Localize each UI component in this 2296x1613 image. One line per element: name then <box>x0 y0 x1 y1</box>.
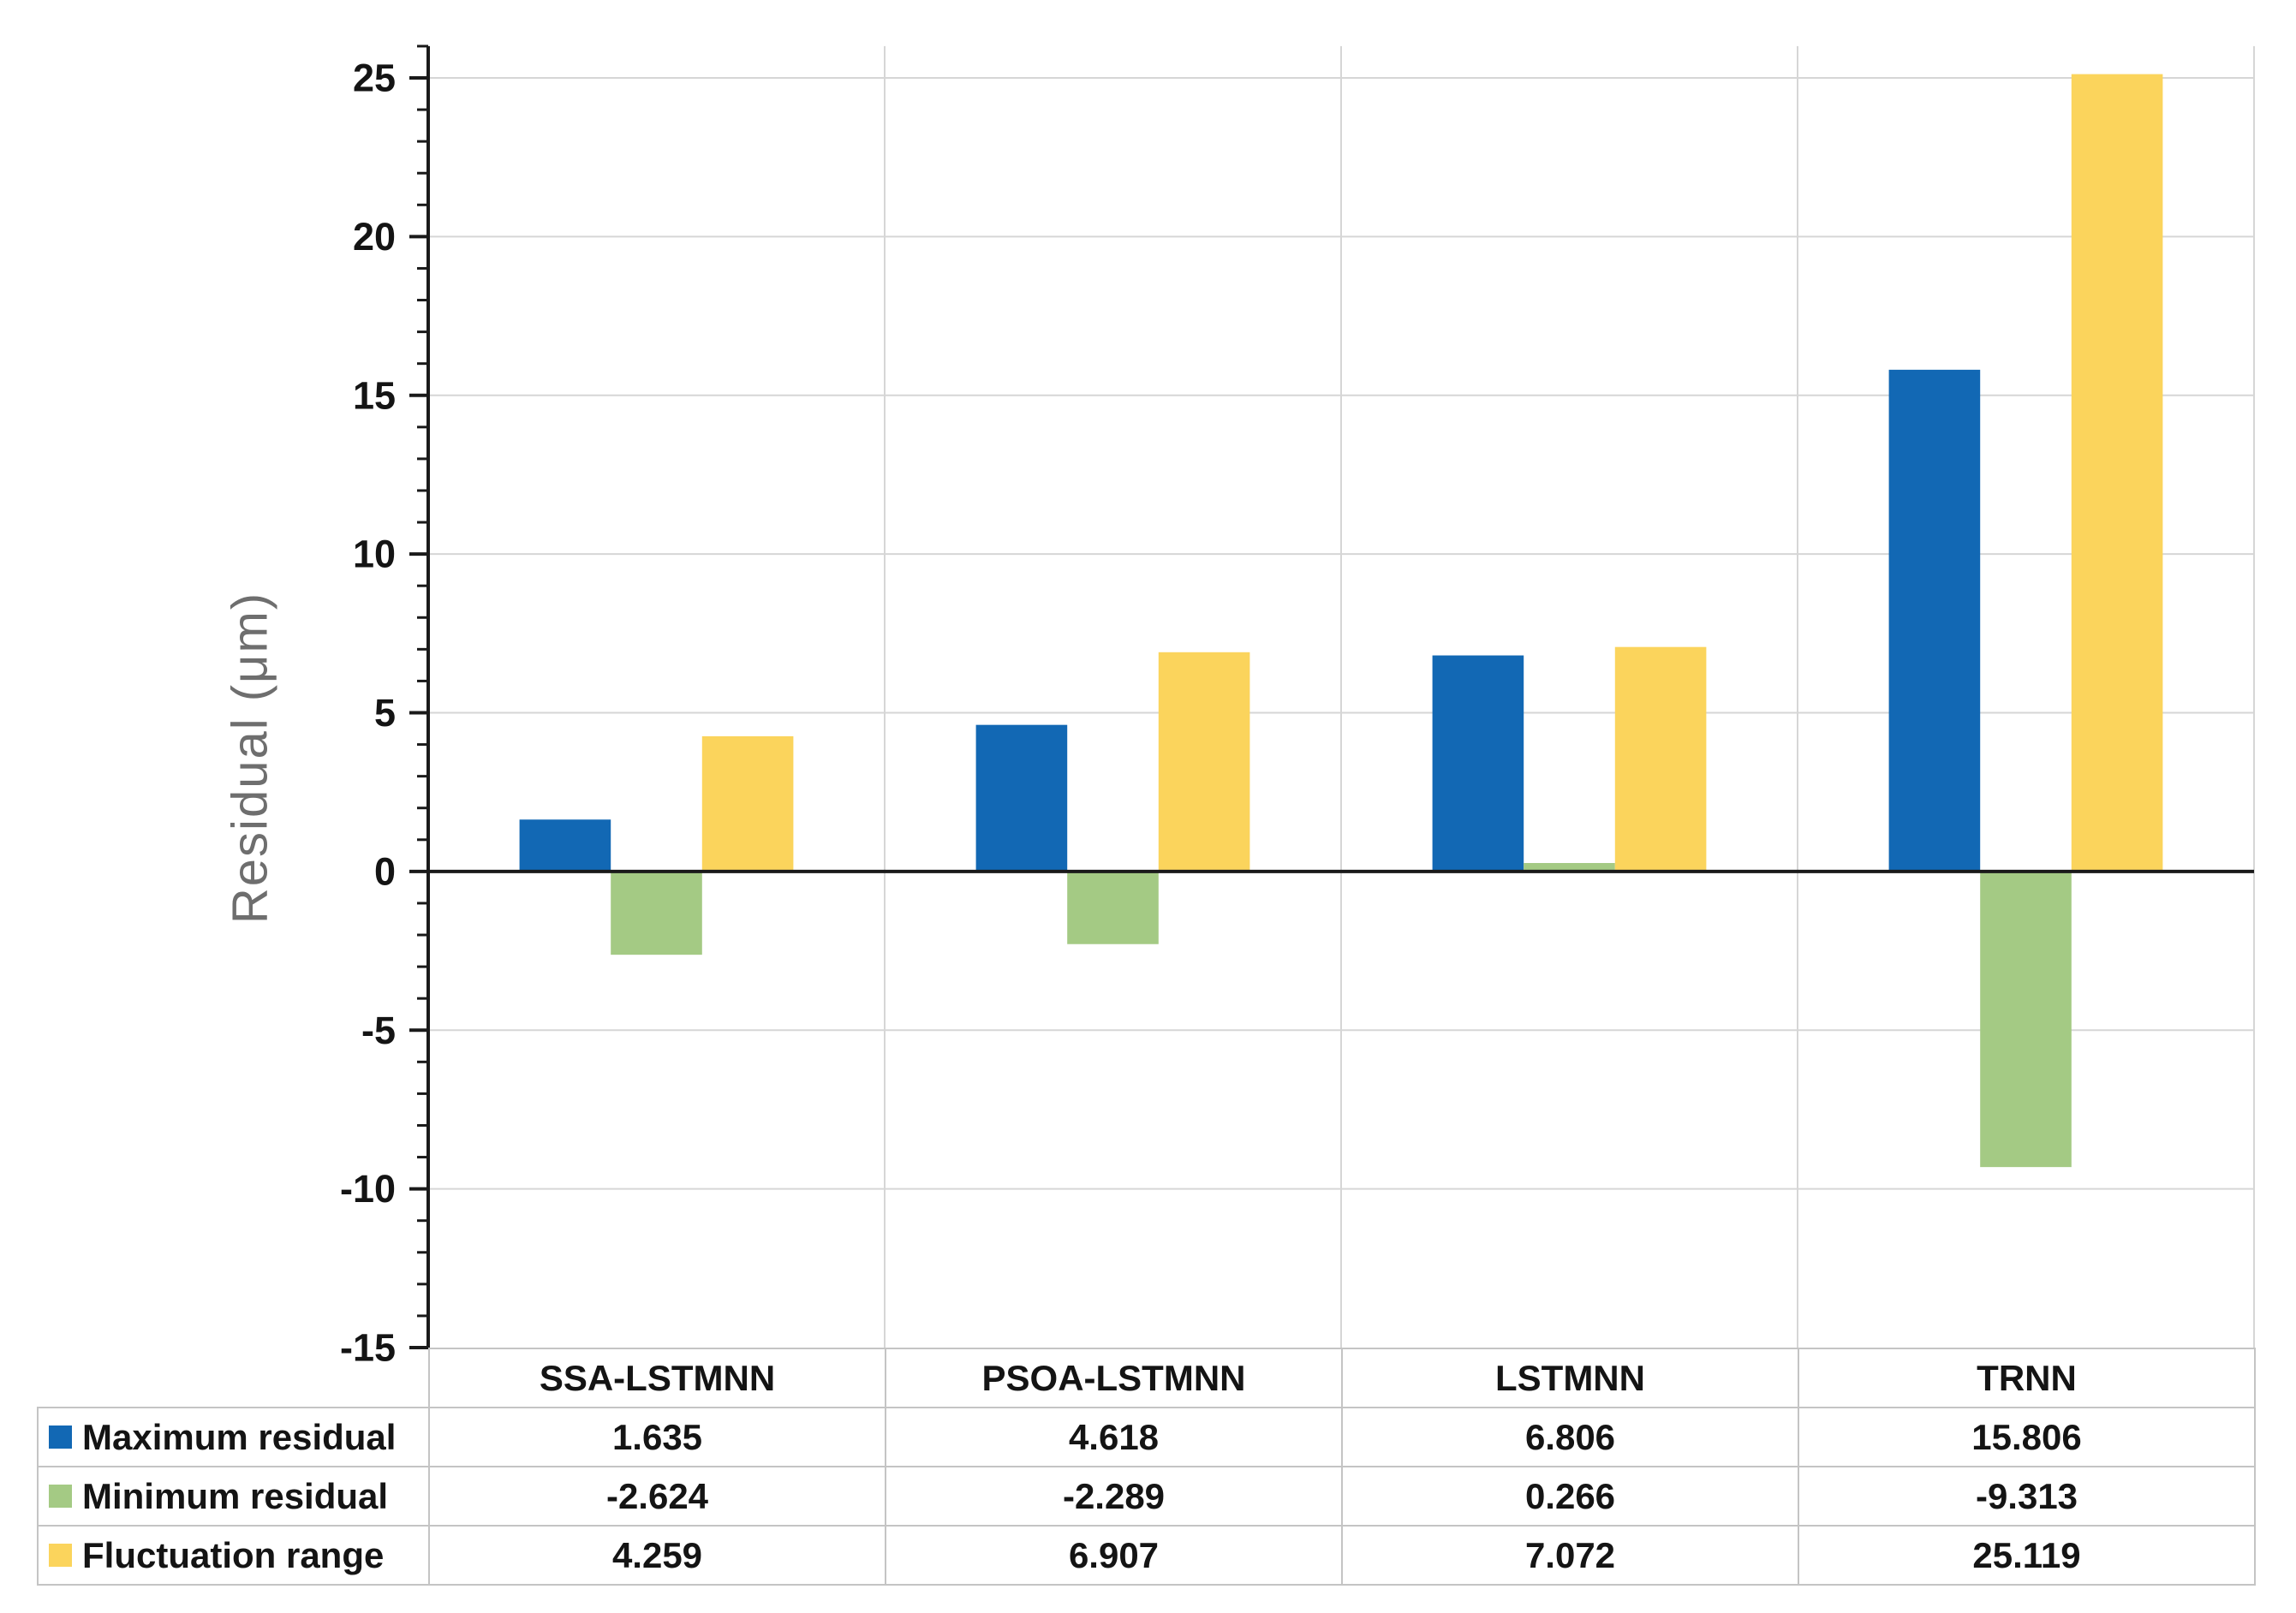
value-cell-max-lstmnn: 6.806 <box>1341 1407 1799 1467</box>
bars <box>519 74 2163 1168</box>
legend-item-fluctuation-range: Fluctuation range <box>37 1525 430 1586</box>
y-axis-title: Residual (μm) <box>222 591 278 925</box>
y-tick-label--15: -15 <box>340 1326 396 1370</box>
bar-fluctuation-range-psoa-lstmnn <box>1158 652 1250 872</box>
category-header-ssa-lstmnn: SSA-LSTMNN <box>428 1348 886 1408</box>
legend-item-minimum-residual: Minimum residual <box>37 1466 430 1527</box>
bar-minimum-residual-trnn <box>1980 871 2072 1168</box>
legend-label-maximum-residual: Maximum residual <box>82 1416 397 1457</box>
legend-label-fluctuation-range: Fluctuation range <box>82 1534 385 1575</box>
y-tick-label--10: -10 <box>340 1167 396 1211</box>
value-cell-max-trnn: 15.806 <box>1798 1407 2256 1467</box>
value-cell-min-trnn: -9.313 <box>1798 1466 2256 1527</box>
value-cell-max-psoa: 4.618 <box>885 1407 1343 1467</box>
bar-minimum-residual-ssa-lstmnn <box>611 871 702 955</box>
bar-maximum-residual-ssa-lstmnn <box>519 819 611 872</box>
y-axis-tick-labels: 25 20 15 10 5 0 -5 -10 -15 <box>340 57 396 1370</box>
bar-maximum-residual-lstmnn <box>1432 655 1524 872</box>
chart-data-table: SSA-LSTMNN PSOA-LSTMNN LSTMNN TRNN Maxim… <box>37 1348 2256 1586</box>
category-header-trnn: TRNN <box>1798 1348 2256 1408</box>
y-tick-label-5: 5 <box>374 691 396 735</box>
table-row-fluctuation-range: Fluctuation range 4.259 6.907 7.072 25.1… <box>37 1525 2256 1586</box>
value-cell-min-psoa: -2.289 <box>885 1466 1343 1527</box>
category-header-lstmnn: LSTMNN <box>1341 1348 1799 1408</box>
bar-maximum-residual-trnn <box>1888 369 1981 872</box>
value-cell-range-psoa: 6.907 <box>885 1525 1343 1586</box>
value-cell-min-ssa: -2.624 <box>428 1466 886 1527</box>
y-tick-label--5: -5 <box>361 1009 396 1052</box>
bar-fluctuation-range-trnn <box>2071 74 2163 872</box>
category-header-psoa-lstmnn: PSOA-LSTMNN <box>885 1348 1343 1408</box>
table-row-minimum-residual: Minimum residual -2.624 -2.289 0.266 -9.… <box>37 1466 2256 1527</box>
bar-fluctuation-range-ssa-lstmnn <box>701 735 794 872</box>
bar-minimum-residual-lstmnn <box>1524 863 1615 872</box>
y-tick-label-25: 25 <box>353 57 396 100</box>
y-axis <box>409 45 430 1349</box>
y-tick-label-20: 20 <box>353 215 396 259</box>
table-row-maximum-residual: Maximum residual 1.635 4.618 6.806 15.80… <box>37 1407 2256 1467</box>
legend-item-maximum-residual: Maximum residual <box>37 1407 430 1467</box>
category-header-row: SSA-LSTMNN PSOA-LSTMNN LSTMNN TRNN <box>38 1348 2256 1408</box>
value-cell-range-trnn: 25.119 <box>1798 1525 2256 1586</box>
legend-key-maximum-residual-icon <box>49 1426 72 1449</box>
bar-fluctuation-range-lstmnn <box>1614 646 1707 872</box>
value-cell-range-ssa: 4.259 <box>428 1525 886 1586</box>
bar-maximum-residual-psoa-lstmnn <box>975 724 1068 872</box>
legend-key-minimum-residual-icon <box>49 1485 72 1508</box>
y-tick-label-0: 0 <box>374 849 396 893</box>
bar-minimum-residual-psoa-lstmnn <box>1067 871 1159 944</box>
legend-key-fluctuation-range-icon <box>49 1544 72 1567</box>
value-cell-min-lstmnn: 0.266 <box>1341 1466 1799 1527</box>
table-corner-cell <box>38 1348 429 1408</box>
value-cell-max-ssa: 1.635 <box>428 1407 886 1467</box>
y-tick-label-10: 10 <box>353 533 396 576</box>
gridlines <box>428 45 2255 1348</box>
value-cell-range-lstmnn: 7.072 <box>1341 1525 1799 1586</box>
y-tick-label-15: 15 <box>353 373 396 417</box>
legend-label-minimum-residual: Minimum residual <box>82 1475 389 1516</box>
